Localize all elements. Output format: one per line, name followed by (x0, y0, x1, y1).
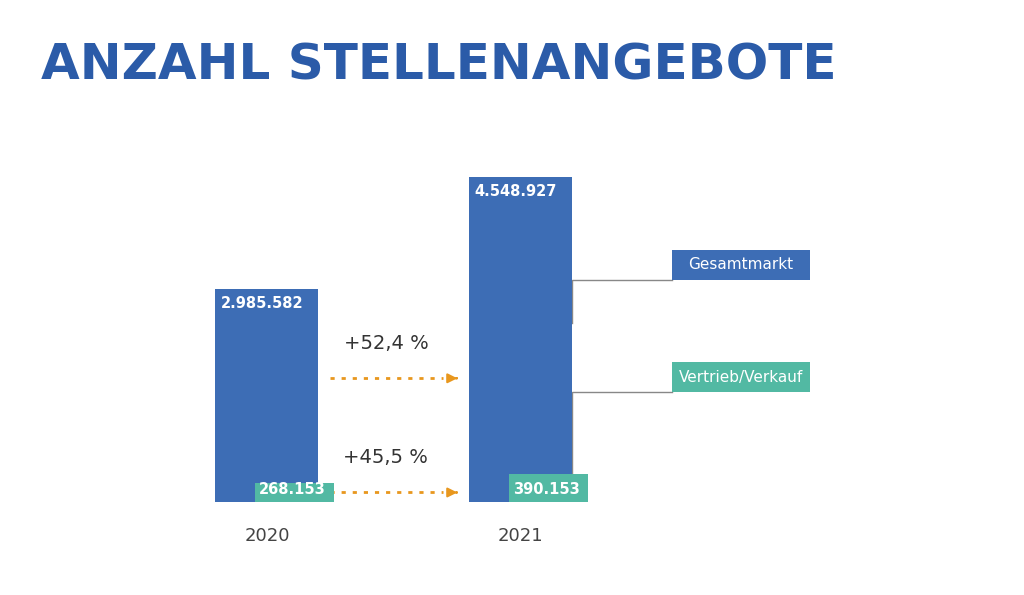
Text: 268.153: 268.153 (259, 481, 326, 497)
Bar (469, 177, 572, 502)
Text: +52,4 %: +52,4 % (343, 334, 428, 353)
Text: 390.153: 390.153 (513, 481, 580, 497)
Text: 2020: 2020 (244, 527, 290, 545)
Text: 4.548.927: 4.548.927 (475, 184, 557, 199)
Text: Vertrieb/Verkauf: Vertrieb/Verkauf (679, 369, 803, 385)
Text: 2.985.582: 2.985.582 (221, 296, 303, 311)
Text: Gesamtmarkt: Gesamtmarkt (688, 258, 794, 273)
Text: ANZAHL STELLENANGEBOTE: ANZAHL STELLENANGEBOTE (41, 42, 837, 90)
Bar (672, 362, 811, 392)
Bar (255, 483, 334, 502)
Bar (509, 474, 589, 502)
Bar (672, 250, 811, 280)
Bar (215, 289, 318, 502)
Text: +45,5 %: +45,5 % (343, 448, 428, 467)
Text: 2021: 2021 (498, 527, 544, 545)
